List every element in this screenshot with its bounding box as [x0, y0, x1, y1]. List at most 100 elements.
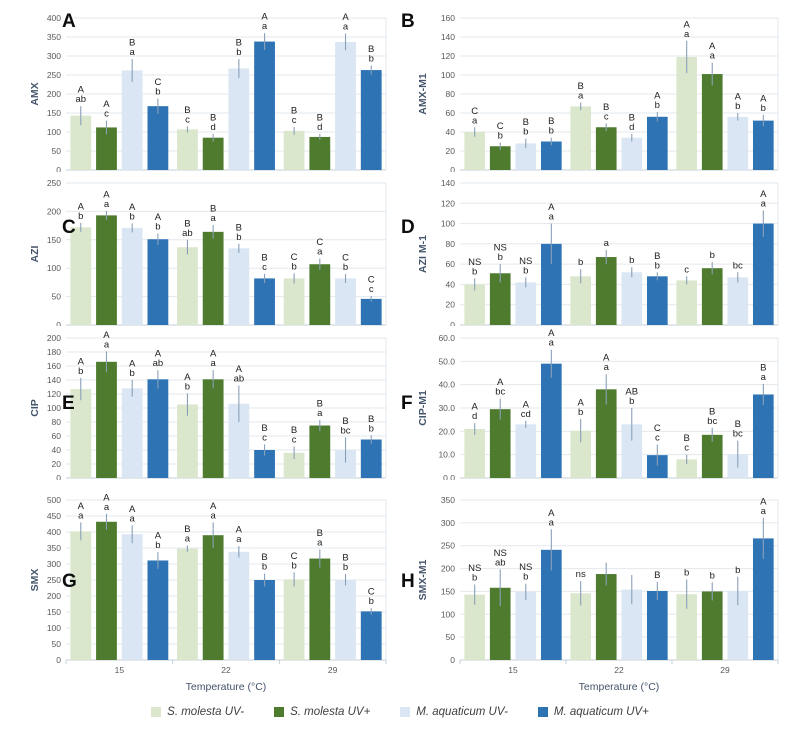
- bar: [254, 41, 275, 171]
- y-tick-label: 200: [47, 333, 61, 343]
- y-tick-label: 50: [446, 632, 456, 642]
- bar: [96, 215, 117, 325]
- panel-letter-H: H: [401, 571, 415, 592]
- sig-label: b: [498, 130, 503, 141]
- panel-letter-B: B: [401, 11, 415, 32]
- bar: [177, 129, 198, 170]
- sig-label: B: [261, 252, 267, 263]
- sig-label: b: [78, 211, 83, 222]
- panel-letter-C: C: [62, 217, 76, 238]
- sig-label: d: [629, 122, 634, 133]
- sig-label: b: [629, 396, 634, 407]
- sig-label: A: [184, 372, 191, 383]
- sig-label: c: [292, 435, 297, 446]
- bar: [676, 459, 698, 478]
- sig-label: B: [317, 112, 323, 123]
- bar: [177, 404, 198, 478]
- sig-label: B: [654, 570, 660, 581]
- sig-label: NS: [468, 563, 481, 574]
- sig-label: b: [472, 573, 477, 584]
- bar: [489, 587, 511, 660]
- sig-label: A: [129, 504, 136, 515]
- sig-label: b: [155, 87, 160, 98]
- sig-label: A: [760, 93, 767, 104]
- y-tick-label: 150: [47, 108, 61, 118]
- y-tick-label: 60.0: [438, 333, 455, 343]
- sig-label: a: [710, 51, 716, 62]
- y-tick-label: 200: [47, 206, 61, 216]
- sig-label: B: [368, 44, 374, 55]
- panel-letter-A: A: [62, 11, 76, 32]
- y-tick-label: 100: [47, 263, 61, 273]
- sig-label: b: [523, 572, 528, 583]
- y-tick-label: 180: [47, 347, 61, 357]
- sig-label: b: [655, 260, 660, 271]
- sig-label: C: [654, 423, 661, 434]
- y-tick-label: 40: [52, 445, 62, 455]
- y-tick-label: 500: [47, 495, 61, 505]
- bar: [283, 579, 305, 660]
- sig-label: b: [369, 596, 374, 607]
- legend-label: M. aquaticum UV+: [553, 705, 649, 718]
- bar: [254, 580, 275, 660]
- sig-label: c: [684, 443, 689, 454]
- sig-label: A: [735, 92, 742, 103]
- sig-label: bc: [340, 425, 350, 436]
- sig-label: A: [78, 501, 85, 512]
- y-tick-label: 30.0: [438, 403, 455, 413]
- bar: [570, 593, 592, 660]
- sig-label: b: [185, 381, 190, 392]
- sig-label: A: [654, 91, 661, 102]
- y-tick-label: 50.0: [438, 356, 455, 366]
- y-tick-label: 350: [441, 495, 455, 505]
- bar: [646, 590, 668, 660]
- y-tick-label: 60: [446, 108, 456, 118]
- y-axis-title: CIP-M1: [417, 390, 429, 426]
- sig-label: b: [262, 562, 267, 573]
- sig-label: b: [369, 423, 374, 434]
- sig-label: a: [549, 212, 555, 223]
- bar: [621, 137, 643, 170]
- sig-label: B: [184, 105, 190, 116]
- sig-label: b: [735, 565, 740, 576]
- sig-label: ab: [153, 358, 164, 369]
- sig-label: a: [604, 362, 610, 373]
- bar: [701, 74, 723, 170]
- sig-label: B: [210, 112, 216, 123]
- sig-label: NS: [468, 257, 481, 268]
- sig-label: b: [78, 366, 83, 377]
- sig-label: a: [549, 517, 555, 528]
- bar: [595, 257, 617, 325]
- legend-item: S. molesta UV-: [151, 706, 244, 718]
- bar: [570, 276, 592, 325]
- y-tick-label: 20.0: [438, 426, 455, 436]
- sig-label: A: [709, 41, 716, 52]
- sig-label: ab: [495, 557, 506, 568]
- sig-label: NS: [494, 243, 507, 254]
- bar: [752, 120, 774, 170]
- bar: [464, 594, 486, 660]
- sig-label: A: [342, 12, 349, 23]
- bar: [96, 521, 117, 660]
- x-tick-label: 15: [508, 665, 518, 675]
- sig-label: a: [104, 339, 110, 350]
- bar: [228, 551, 250, 660]
- y-tick-label: 80: [52, 417, 62, 427]
- sig-label: a: [236, 534, 242, 545]
- x-axis-title: Temperature (°C): [186, 681, 267, 692]
- y-tick-label: 50: [52, 639, 62, 649]
- bar: [147, 560, 169, 660]
- sig-label: a: [78, 510, 84, 521]
- sig-label: C: [291, 252, 298, 263]
- bar: [228, 68, 250, 170]
- bar: [621, 272, 643, 325]
- sig-label: ab: [182, 228, 193, 239]
- sig-label: b: [549, 126, 554, 137]
- x-tick-label: 29: [328, 665, 338, 675]
